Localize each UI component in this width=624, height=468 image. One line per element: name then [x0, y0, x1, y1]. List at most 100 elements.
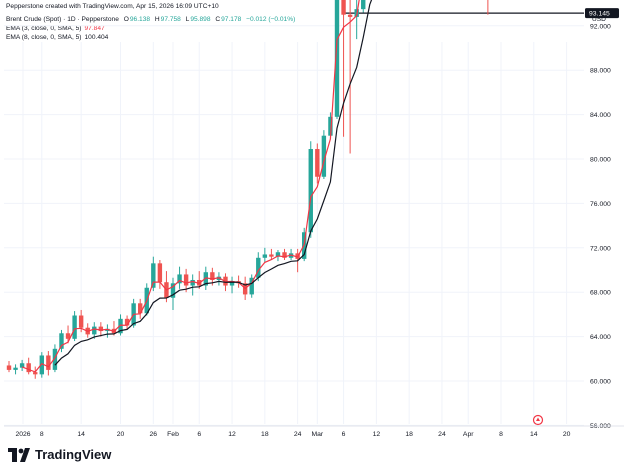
ema-3-line — [21, 0, 360, 373]
tradingview-brand: TradingView — [35, 447, 112, 462]
ema-8-line — [54, 0, 373, 366]
y-tick-label: 68.000 — [590, 290, 611, 297]
candle-body — [177, 274, 182, 284]
ohlc-close-value: 97.178 — [221, 16, 242, 23]
candle-body — [262, 254, 268, 258]
ema-fast-label: EMA (3, close, 0, SMA, 5) — [6, 25, 82, 32]
candle-body — [347, 14, 353, 17]
x-tick-label: 6 — [342, 431, 346, 438]
candle-body — [138, 303, 143, 314]
y-tick-label: 64.000 — [590, 334, 611, 341]
x-tick-label: 24 — [438, 431, 446, 438]
ohlc-low-value: 95.898 — [190, 16, 211, 23]
candle-body — [78, 315, 84, 328]
legend-ema-fast-row[interactable]: EMA (3, close, 0, SMA, 5) 97.847 — [6, 25, 108, 33]
candle — [170, 277, 176, 310]
candle — [65, 325, 71, 344]
x-tick-label: Mar — [311, 431, 323, 438]
level-price-tag — [585, 8, 619, 19]
level-price-label: 93.145 — [589, 11, 610, 18]
legend-symbol-row[interactable]: Brent Crude (Spot) · 1D · Pepperstone O9… — [6, 16, 298, 24]
candle — [13, 364, 18, 375]
candle — [288, 248, 294, 261]
candle — [105, 324, 110, 338]
x-tick-label: 20 — [117, 431, 125, 438]
tradingview-logo[interactable]: TradingView — [8, 447, 111, 462]
y-tick-label: 60.000 — [590, 379, 611, 386]
y-tick-label: 92.000 — [590, 23, 611, 30]
candle-body — [334, 0, 340, 117]
candle — [19, 359, 25, 372]
candle-body — [210, 272, 215, 280]
candle — [59, 329, 64, 353]
candle-body — [39, 355, 44, 375]
x-tick-label: 2026 — [15, 431, 30, 438]
ohlc-open-value: 96.138 — [129, 16, 151, 23]
candle — [157, 260, 163, 289]
x-tick-label: 18 — [261, 431, 269, 438]
candle — [39, 352, 44, 378]
candle — [334, 0, 340, 120]
ema-fast-value: 97.847 — [84, 25, 105, 32]
candle — [46, 351, 51, 376]
candle — [98, 322, 104, 337]
candle — [229, 276, 235, 294]
candle — [249, 274, 254, 298]
ohlc-high-label: H — [154, 16, 160, 23]
candle — [33, 366, 38, 379]
candle-body — [183, 274, 189, 286]
candle-body — [59, 333, 64, 349]
candle-body — [72, 315, 77, 339]
x-tick-label: 24 — [294, 431, 302, 438]
y-tick-label: 72.000 — [590, 245, 611, 252]
symbol-title[interactable]: Brent Crude (Spot) · 1D · Pepperstone — [6, 16, 119, 23]
candle-body — [118, 318, 123, 334]
candle — [6, 361, 12, 373]
candle-body — [6, 365, 12, 370]
x-tick-label: 26 — [150, 431, 158, 438]
candle-body — [98, 326, 104, 332]
candle — [151, 256, 156, 292]
candle-body — [275, 252, 281, 257]
x-tick-label: 12 — [228, 431, 236, 438]
y-tick-label: 84.000 — [590, 112, 611, 119]
candle-body — [46, 355, 51, 370]
candle-body — [124, 318, 130, 326]
x-tick-label: Feb — [167, 431, 179, 438]
candle-body — [282, 252, 287, 258]
legend-ema-slow-row[interactable]: EMA (8, close, 0, SMA, 5) 100.404 — [6, 34, 111, 42]
candle — [92, 322, 97, 339]
candle-body — [341, 0, 346, 15]
candle-body — [33, 372, 38, 375]
candle — [190, 274, 195, 296]
candle — [26, 357, 31, 375]
candle-body — [328, 116, 333, 136]
candle-body — [190, 279, 195, 286]
x-tick-label: 8 — [40, 431, 44, 438]
candle-body — [92, 326, 97, 335]
candle-body — [13, 367, 18, 370]
x-tick-label: 14 — [530, 431, 538, 438]
candle-body — [65, 333, 71, 339]
candle-body — [26, 363, 31, 373]
tradingview-logo-icon — [8, 447, 30, 462]
candle-body — [170, 283, 176, 298]
candle — [315, 143, 320, 184]
ohlc-high-value: 97.758 — [160, 16, 181, 23]
x-tick-label: 18 — [405, 431, 413, 438]
candle — [177, 266, 182, 289]
ema-slow-label: EMA (8, close, 0, SMA, 5) — [6, 34, 82, 41]
candle — [361, 0, 366, 13]
candle — [282, 248, 287, 261]
candle-body — [249, 277, 254, 295]
event-marker-icon — [532, 414, 544, 426]
ohlc-close-label: C — [215, 16, 221, 23]
candle-body — [321, 135, 327, 177]
candle — [269, 248, 274, 261]
candle-body — [229, 281, 235, 286]
candle — [321, 130, 327, 179]
x-tick-label: 6 — [197, 431, 201, 438]
x-tick-label: 8 — [499, 431, 503, 438]
candle — [124, 315, 130, 330]
